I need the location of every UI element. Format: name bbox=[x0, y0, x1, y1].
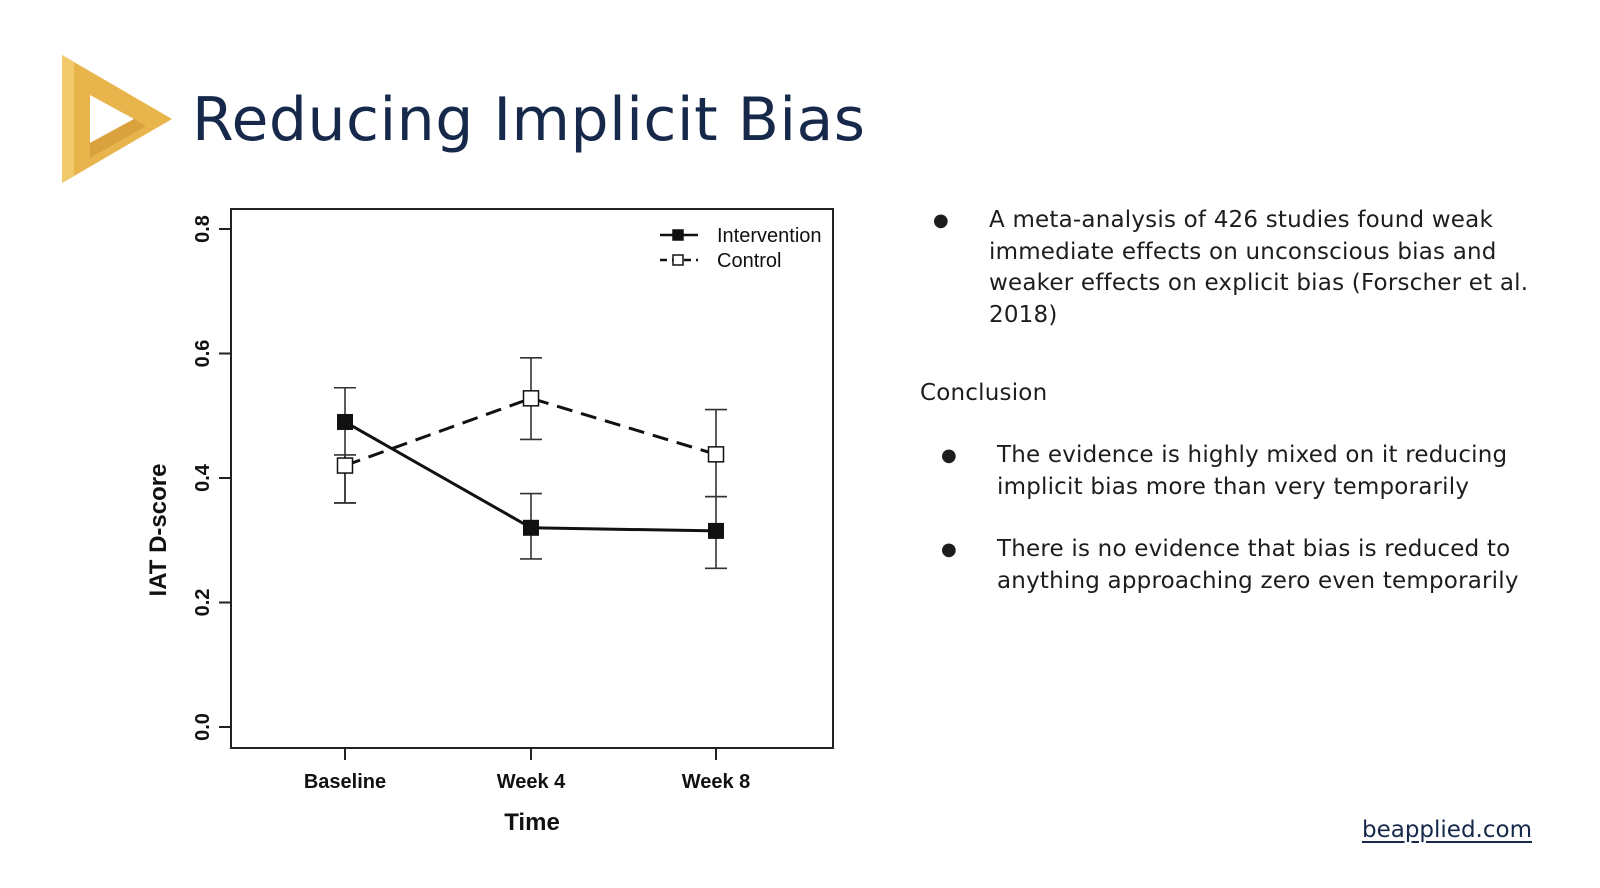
y-axis: 0.0 0.2 0.4 0.6 0.8 bbox=[192, 215, 231, 741]
data-point bbox=[522, 390, 540, 407]
x-axis: Baseline Week 4 Week 8 bbox=[304, 748, 750, 793]
legend-marker bbox=[672, 254, 684, 266]
bullet-dot: ● bbox=[941, 445, 957, 466]
legend-label: Intervention bbox=[717, 225, 822, 247]
applied-logo bbox=[62, 55, 172, 183]
series-line bbox=[344, 396, 717, 467]
y-tick-label: 0.8 bbox=[192, 215, 214, 243]
conclusion-bullet-1-text: The evidence is highly mixed on it reduc… bbox=[997, 442, 1508, 500]
conclusion-bullet-2-text: There is no evidence that bias is reduce… bbox=[997, 536, 1519, 594]
x-tick-label: Week 4 bbox=[497, 771, 566, 793]
y-tick-label: 0.0 bbox=[192, 713, 214, 741]
slide-title: Reducing Implicit Bias bbox=[192, 85, 866, 155]
legend-label: Control bbox=[717, 250, 781, 272]
series-layer bbox=[334, 357, 727, 570]
logo-inner-shade bbox=[90, 119, 146, 158]
y-tick-label: 0.2 bbox=[192, 589, 214, 617]
x-tick-label: Week 8 bbox=[682, 771, 751, 793]
series-control bbox=[334, 357, 727, 504]
legend: Intervention Control bbox=[660, 225, 822, 272]
y-tick-label: 0.4 bbox=[192, 463, 214, 492]
y-axis-label: IAT D-score bbox=[145, 464, 172, 597]
beapplied-link[interactable]: beapplied.com bbox=[1361, 817, 1532, 843]
y-tick-label: 0.6 bbox=[192, 340, 214, 368]
conclusion-heading: Conclusion bbox=[920, 380, 1048, 406]
data-point bbox=[708, 522, 724, 539]
data-point bbox=[523, 519, 539, 536]
data-point bbox=[337, 413, 353, 430]
data-point bbox=[707, 446, 725, 463]
logo-left-edge bbox=[62, 55, 74, 183]
data-point bbox=[336, 457, 354, 474]
x-tick-label: Baseline bbox=[304, 771, 386, 793]
x-axis-label: Time bbox=[504, 809, 560, 836]
plot-frame bbox=[230, 208, 834, 749]
logo-inner-cutout bbox=[90, 95, 134, 143]
iat-line-chart: 0.0 0.2 0.4 0.6 0.8 Baseline Week 4 Week 8 IAT… bbox=[145, 208, 834, 836]
legend-marker bbox=[672, 229, 684, 241]
bullet-dot: ● bbox=[933, 210, 949, 231]
intro-bullet-text: A meta-analysis of 426 studies found wea… bbox=[989, 207, 1529, 328]
bullet-dot: ● bbox=[941, 539, 957, 560]
